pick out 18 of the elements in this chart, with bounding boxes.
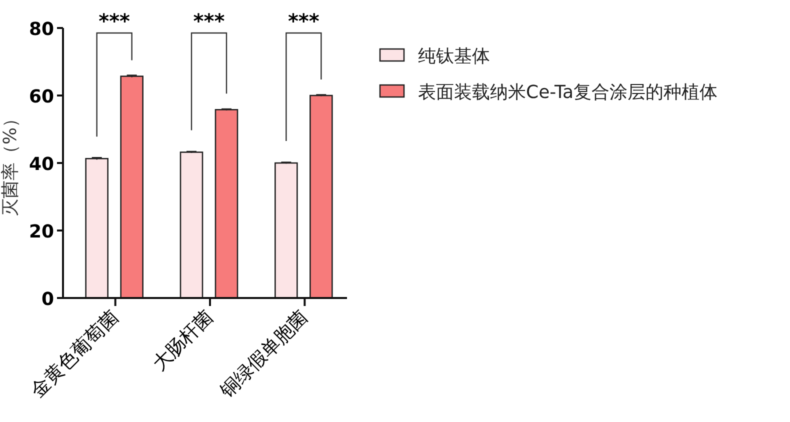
legend-label: 纯钛基体 [418, 46, 490, 67]
y-axis-title: 灭菌率（%） [0, 109, 21, 217]
y-tick-label: 20 [28, 222, 54, 242]
y-tick-label: 80 [28, 19, 54, 40]
y-tick-label: 40 [28, 154, 54, 175]
legend-label: 表面装载纳米Ce-Ta复合涂层的种植体 [418, 82, 718, 103]
bar [85, 158, 108, 299]
x-tick-label: 大肠杆菌 [148, 306, 218, 376]
bar [120, 76, 144, 299]
annotation: *** [288, 9, 320, 33]
bar [180, 152, 204, 299]
x-tick-label: 铜绿假单胞菌 [215, 306, 312, 403]
bar [214, 109, 238, 299]
bar [274, 162, 298, 299]
annotation: *** [98, 9, 131, 33]
annotation: *** [193, 9, 226, 33]
y-tick-label: 60 [28, 86, 54, 108]
bar [310, 94, 333, 299]
